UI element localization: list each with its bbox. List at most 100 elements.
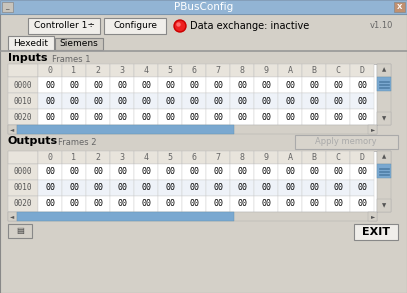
- Text: 00: 00: [141, 81, 151, 89]
- Text: 00: 00: [261, 96, 271, 105]
- Bar: [158, 164, 182, 180]
- Bar: [206, 196, 230, 212]
- Text: 00: 00: [93, 168, 103, 176]
- Bar: [254, 93, 278, 109]
- Bar: [182, 151, 206, 164]
- Bar: [302, 77, 326, 93]
- Bar: [302, 164, 326, 180]
- Bar: [368, 212, 377, 221]
- Bar: [134, 164, 158, 180]
- Text: 8: 8: [239, 66, 245, 75]
- Text: 00: 00: [309, 81, 319, 89]
- Text: 4: 4: [144, 153, 149, 162]
- Bar: [278, 64, 302, 77]
- Bar: [8, 64, 38, 77]
- Bar: [230, 180, 254, 196]
- Text: 00: 00: [93, 200, 103, 209]
- Text: 00: 00: [261, 81, 271, 89]
- Bar: [8, 109, 38, 125]
- Text: 2: 2: [96, 153, 101, 162]
- Text: 00: 00: [189, 183, 199, 193]
- Bar: [206, 164, 230, 180]
- Text: 00: 00: [117, 113, 127, 122]
- Bar: [62, 64, 86, 77]
- Bar: [230, 196, 254, 212]
- Text: 00: 00: [333, 96, 343, 105]
- Bar: [8, 196, 38, 212]
- Text: 00: 00: [309, 168, 319, 176]
- Text: 00: 00: [213, 183, 223, 193]
- Text: ▼: ▼: [382, 117, 386, 122]
- Text: 00: 00: [309, 200, 319, 209]
- Bar: [134, 180, 158, 196]
- Text: 0: 0: [48, 66, 53, 75]
- Bar: [62, 109, 86, 125]
- Text: ◄: ◄: [10, 214, 14, 219]
- Bar: [182, 180, 206, 196]
- Bar: [182, 93, 206, 109]
- Text: 1: 1: [72, 153, 77, 162]
- Bar: [86, 151, 110, 164]
- Text: 00: 00: [309, 113, 319, 122]
- Text: D: D: [359, 66, 365, 75]
- Bar: [379, 171, 389, 172]
- Bar: [278, 109, 302, 125]
- Bar: [110, 93, 134, 109]
- Bar: [254, 196, 278, 212]
- Bar: [326, 109, 350, 125]
- Text: 00: 00: [117, 200, 127, 209]
- Text: PBusConfig: PBusConfig: [174, 2, 233, 12]
- Text: C: C: [335, 66, 341, 75]
- Text: 00: 00: [189, 81, 199, 89]
- Text: 00: 00: [141, 183, 151, 193]
- Bar: [326, 93, 350, 109]
- Bar: [86, 64, 110, 77]
- Circle shape: [174, 20, 186, 32]
- Text: ◄: ◄: [10, 127, 14, 132]
- Text: 00: 00: [285, 81, 295, 89]
- Text: 00: 00: [165, 200, 175, 209]
- Text: EXIT: EXIT: [362, 227, 390, 237]
- Text: C: C: [335, 153, 341, 162]
- Bar: [350, 93, 374, 109]
- Text: Siemens: Siemens: [59, 40, 98, 49]
- Text: 00: 00: [45, 200, 55, 209]
- Bar: [110, 77, 134, 93]
- Bar: [230, 64, 254, 77]
- Bar: [110, 196, 134, 212]
- Text: 00: 00: [333, 183, 343, 193]
- Text: A: A: [287, 153, 293, 162]
- Text: 00: 00: [117, 96, 127, 105]
- Text: 00: 00: [141, 168, 151, 176]
- Bar: [377, 77, 391, 91]
- Bar: [254, 151, 278, 164]
- Text: 00: 00: [165, 183, 175, 193]
- Text: 00: 00: [333, 200, 343, 209]
- Bar: [230, 109, 254, 125]
- Bar: [158, 196, 182, 212]
- Text: 00: 00: [333, 81, 343, 89]
- Bar: [254, 64, 278, 77]
- Text: ▲: ▲: [382, 154, 386, 159]
- Text: 00: 00: [69, 81, 79, 89]
- Bar: [379, 87, 389, 88]
- Text: 0: 0: [48, 153, 53, 162]
- Bar: [278, 93, 302, 109]
- Text: 00: 00: [189, 168, 199, 176]
- Bar: [62, 77, 86, 93]
- Bar: [134, 93, 158, 109]
- Text: 00: 00: [309, 183, 319, 193]
- Text: 5: 5: [168, 153, 173, 162]
- Bar: [350, 180, 374, 196]
- Bar: [8, 125, 377, 134]
- Bar: [350, 77, 374, 93]
- Bar: [278, 77, 302, 93]
- Bar: [350, 164, 374, 180]
- Bar: [182, 64, 206, 77]
- Bar: [86, 180, 110, 196]
- Bar: [86, 77, 110, 93]
- Text: 00: 00: [237, 81, 247, 89]
- Text: 3: 3: [120, 66, 125, 75]
- Text: 0020: 0020: [14, 200, 32, 209]
- Text: Apply memory: Apply memory: [315, 137, 377, 146]
